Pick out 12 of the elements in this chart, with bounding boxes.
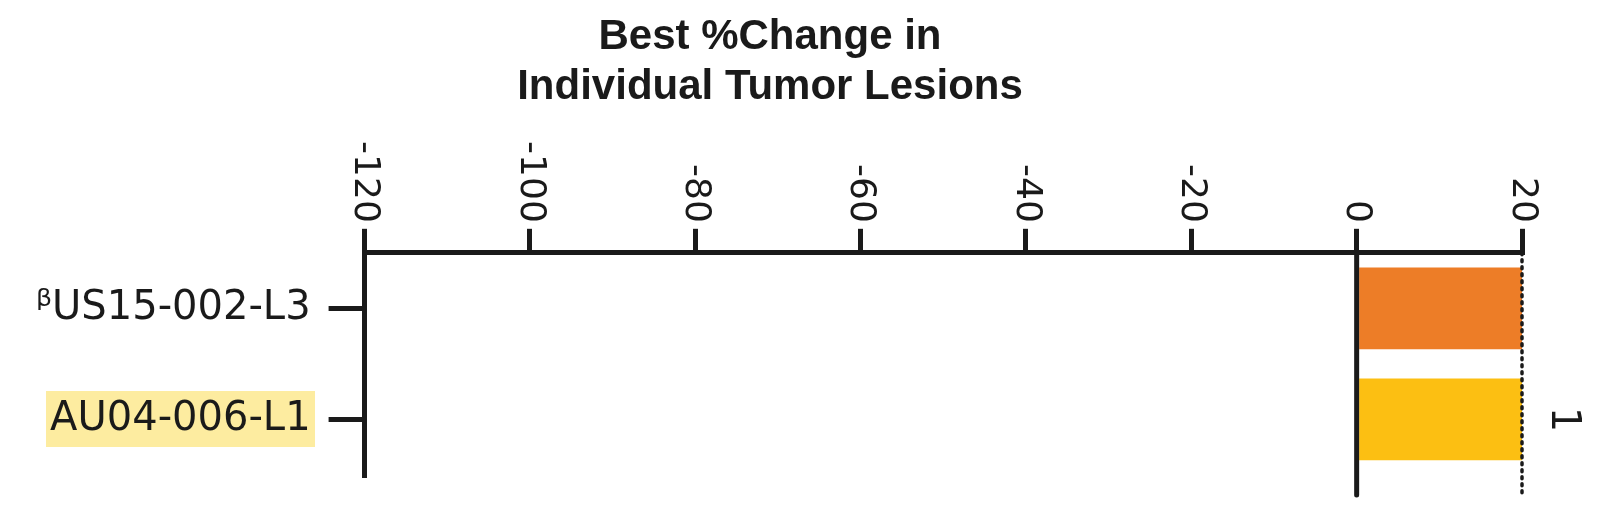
x-tick-label: -120 [347,141,389,223]
x-tick-label: -60 [843,163,885,223]
x-tick-label: -40 [1008,163,1050,223]
x-tick-label: 20 [1504,176,1546,223]
y-tick-label: ᵝUS15-002-L3 [36,281,311,328]
x-tick-label: -80 [677,163,719,223]
x-tick-label: 0 [1339,199,1381,223]
chart-title: Best %Change in Individual Tumor Lesions [517,10,1023,109]
y-tick-label: AU04-006-L1 [50,392,311,439]
x-tick-label: -20 [1173,163,1215,223]
x-tick-label: -100 [512,141,554,223]
text: 1 [1542,406,1589,433]
